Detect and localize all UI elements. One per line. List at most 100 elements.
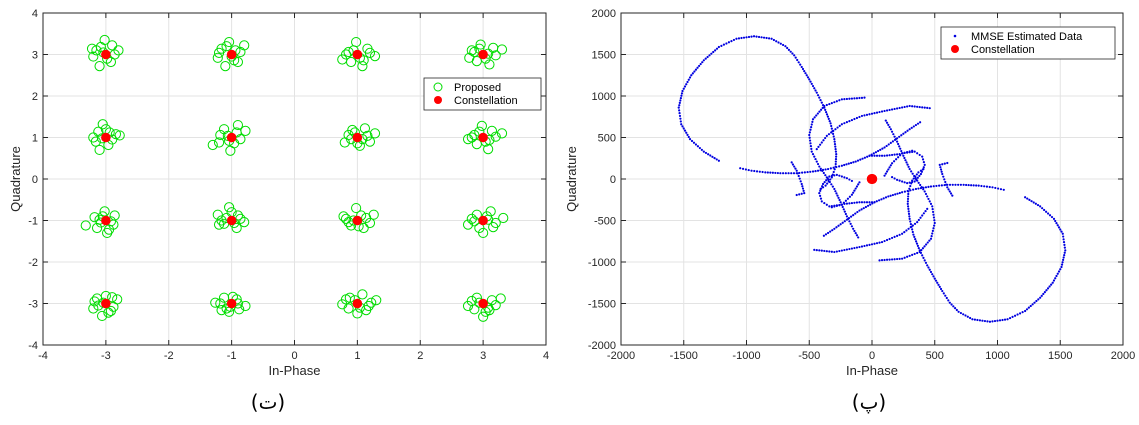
mmse-point [796, 58, 799, 62]
mmse-point [848, 97, 851, 100]
mmse-point [918, 249, 921, 252]
mmse-point [1056, 272, 1059, 275]
mmse-point [800, 65, 803, 69]
mmse-point [846, 197, 850, 200]
mmse-point [809, 142, 812, 145]
mmse-point [911, 149, 914, 152]
mmse-point [913, 180, 916, 183]
mmse-point [843, 248, 846, 252]
mmse-point [998, 319, 1002, 322]
mmse-point [945, 296, 948, 300]
mmse-point [923, 190, 926, 193]
mmse-point [917, 218, 920, 222]
proposed-point [97, 119, 108, 130]
proposed-point [345, 56, 357, 68]
mmse-point [814, 89, 817, 92]
mmse-point [922, 188, 925, 191]
mmse-point [820, 187, 823, 190]
mmse-point [893, 107, 896, 111]
mmse-point [991, 186, 994, 189]
mmse-point [825, 176, 828, 179]
mmse-point [794, 167, 797, 170]
mmse-point [750, 35, 753, 38]
mmse-point [1062, 256, 1065, 259]
mmse-point [981, 319, 984, 322]
mmse-point [906, 202, 909, 205]
mmse-point [917, 181, 920, 184]
mmse-point [882, 197, 885, 200]
mmse-point [680, 123, 683, 126]
mmse-point [911, 180, 914, 184]
mmse-point [916, 122, 920, 125]
mmse-point [730, 40, 733, 43]
mmse-point [913, 105, 916, 108]
mmse-point [906, 105, 909, 108]
mmse-point [863, 244, 866, 248]
mmse-point [1037, 298, 1040, 301]
mmse-point [885, 258, 889, 261]
mmse-point [1046, 287, 1050, 290]
mmse-point [986, 320, 989, 323]
mmse-point [771, 171, 774, 174]
mmse-point [901, 180, 904, 183]
mmse-point [682, 87, 685, 90]
mmse-point [850, 97, 854, 100]
mmse-point [848, 247, 851, 251]
legend-label: Constellation [971, 44, 1035, 56]
mmse-point [907, 192, 910, 196]
mmse-point [898, 145, 901, 148]
mmse-point [908, 187, 911, 190]
mmse-point [904, 131, 907, 134]
mmse-point [896, 140, 899, 143]
mmse-point [858, 201, 861, 204]
legend-label: Proposed [454, 82, 501, 94]
proposed-point [343, 46, 354, 58]
mmse-point [704, 57, 707, 60]
mmse-point [926, 195, 929, 198]
proposed-point [235, 46, 246, 58]
mmse-point [831, 185, 834, 188]
constellation-point [101, 215, 111, 226]
mmse-point [799, 63, 802, 66]
proposed-point [103, 307, 114, 318]
y-tick-label: -1000 [588, 257, 616, 269]
mmse-point [720, 44, 723, 47]
proposed-point [490, 50, 501, 61]
mmse-point [953, 307, 957, 310]
mmse-point [824, 168, 827, 171]
mmse-point [959, 183, 962, 186]
mmse-point [687, 78, 690, 81]
mmse-point [933, 221, 936, 225]
mmse-point [845, 163, 848, 166]
mmse-point [908, 254, 911, 257]
mmse-point [912, 188, 915, 191]
mmse-point [814, 157, 817, 161]
mmse-point [903, 181, 906, 184]
mmse-point [833, 250, 836, 254]
mmse-point [878, 241, 881, 244]
mmse-point [794, 56, 797, 59]
mmse-point [1063, 246, 1066, 249]
mmse-point [914, 187, 918, 191]
mmse-point [1024, 309, 1027, 313]
mmse-point [832, 170, 835, 174]
mmse-point [825, 250, 828, 253]
y-tick-label: -1500 [588, 299, 616, 311]
mmse-point [921, 214, 924, 217]
mmse-point [929, 270, 933, 274]
proposed-point [89, 212, 100, 223]
mmse-point [678, 114, 682, 118]
mmse-point [830, 127, 833, 130]
mmse-point [923, 245, 926, 248]
mmse-point [903, 105, 906, 109]
legend-marker [951, 45, 959, 53]
mmse-point [885, 109, 889, 112]
mmse-point [859, 158, 862, 161]
x-tick-label: 1000 [985, 350, 1009, 362]
mmse-point [1048, 214, 1052, 217]
proposed-point [466, 132, 477, 143]
mmse-point [910, 126, 913, 129]
mmse-point [821, 106, 824, 109]
mmse-point [860, 208, 863, 211]
constellation-point [478, 49, 488, 60]
